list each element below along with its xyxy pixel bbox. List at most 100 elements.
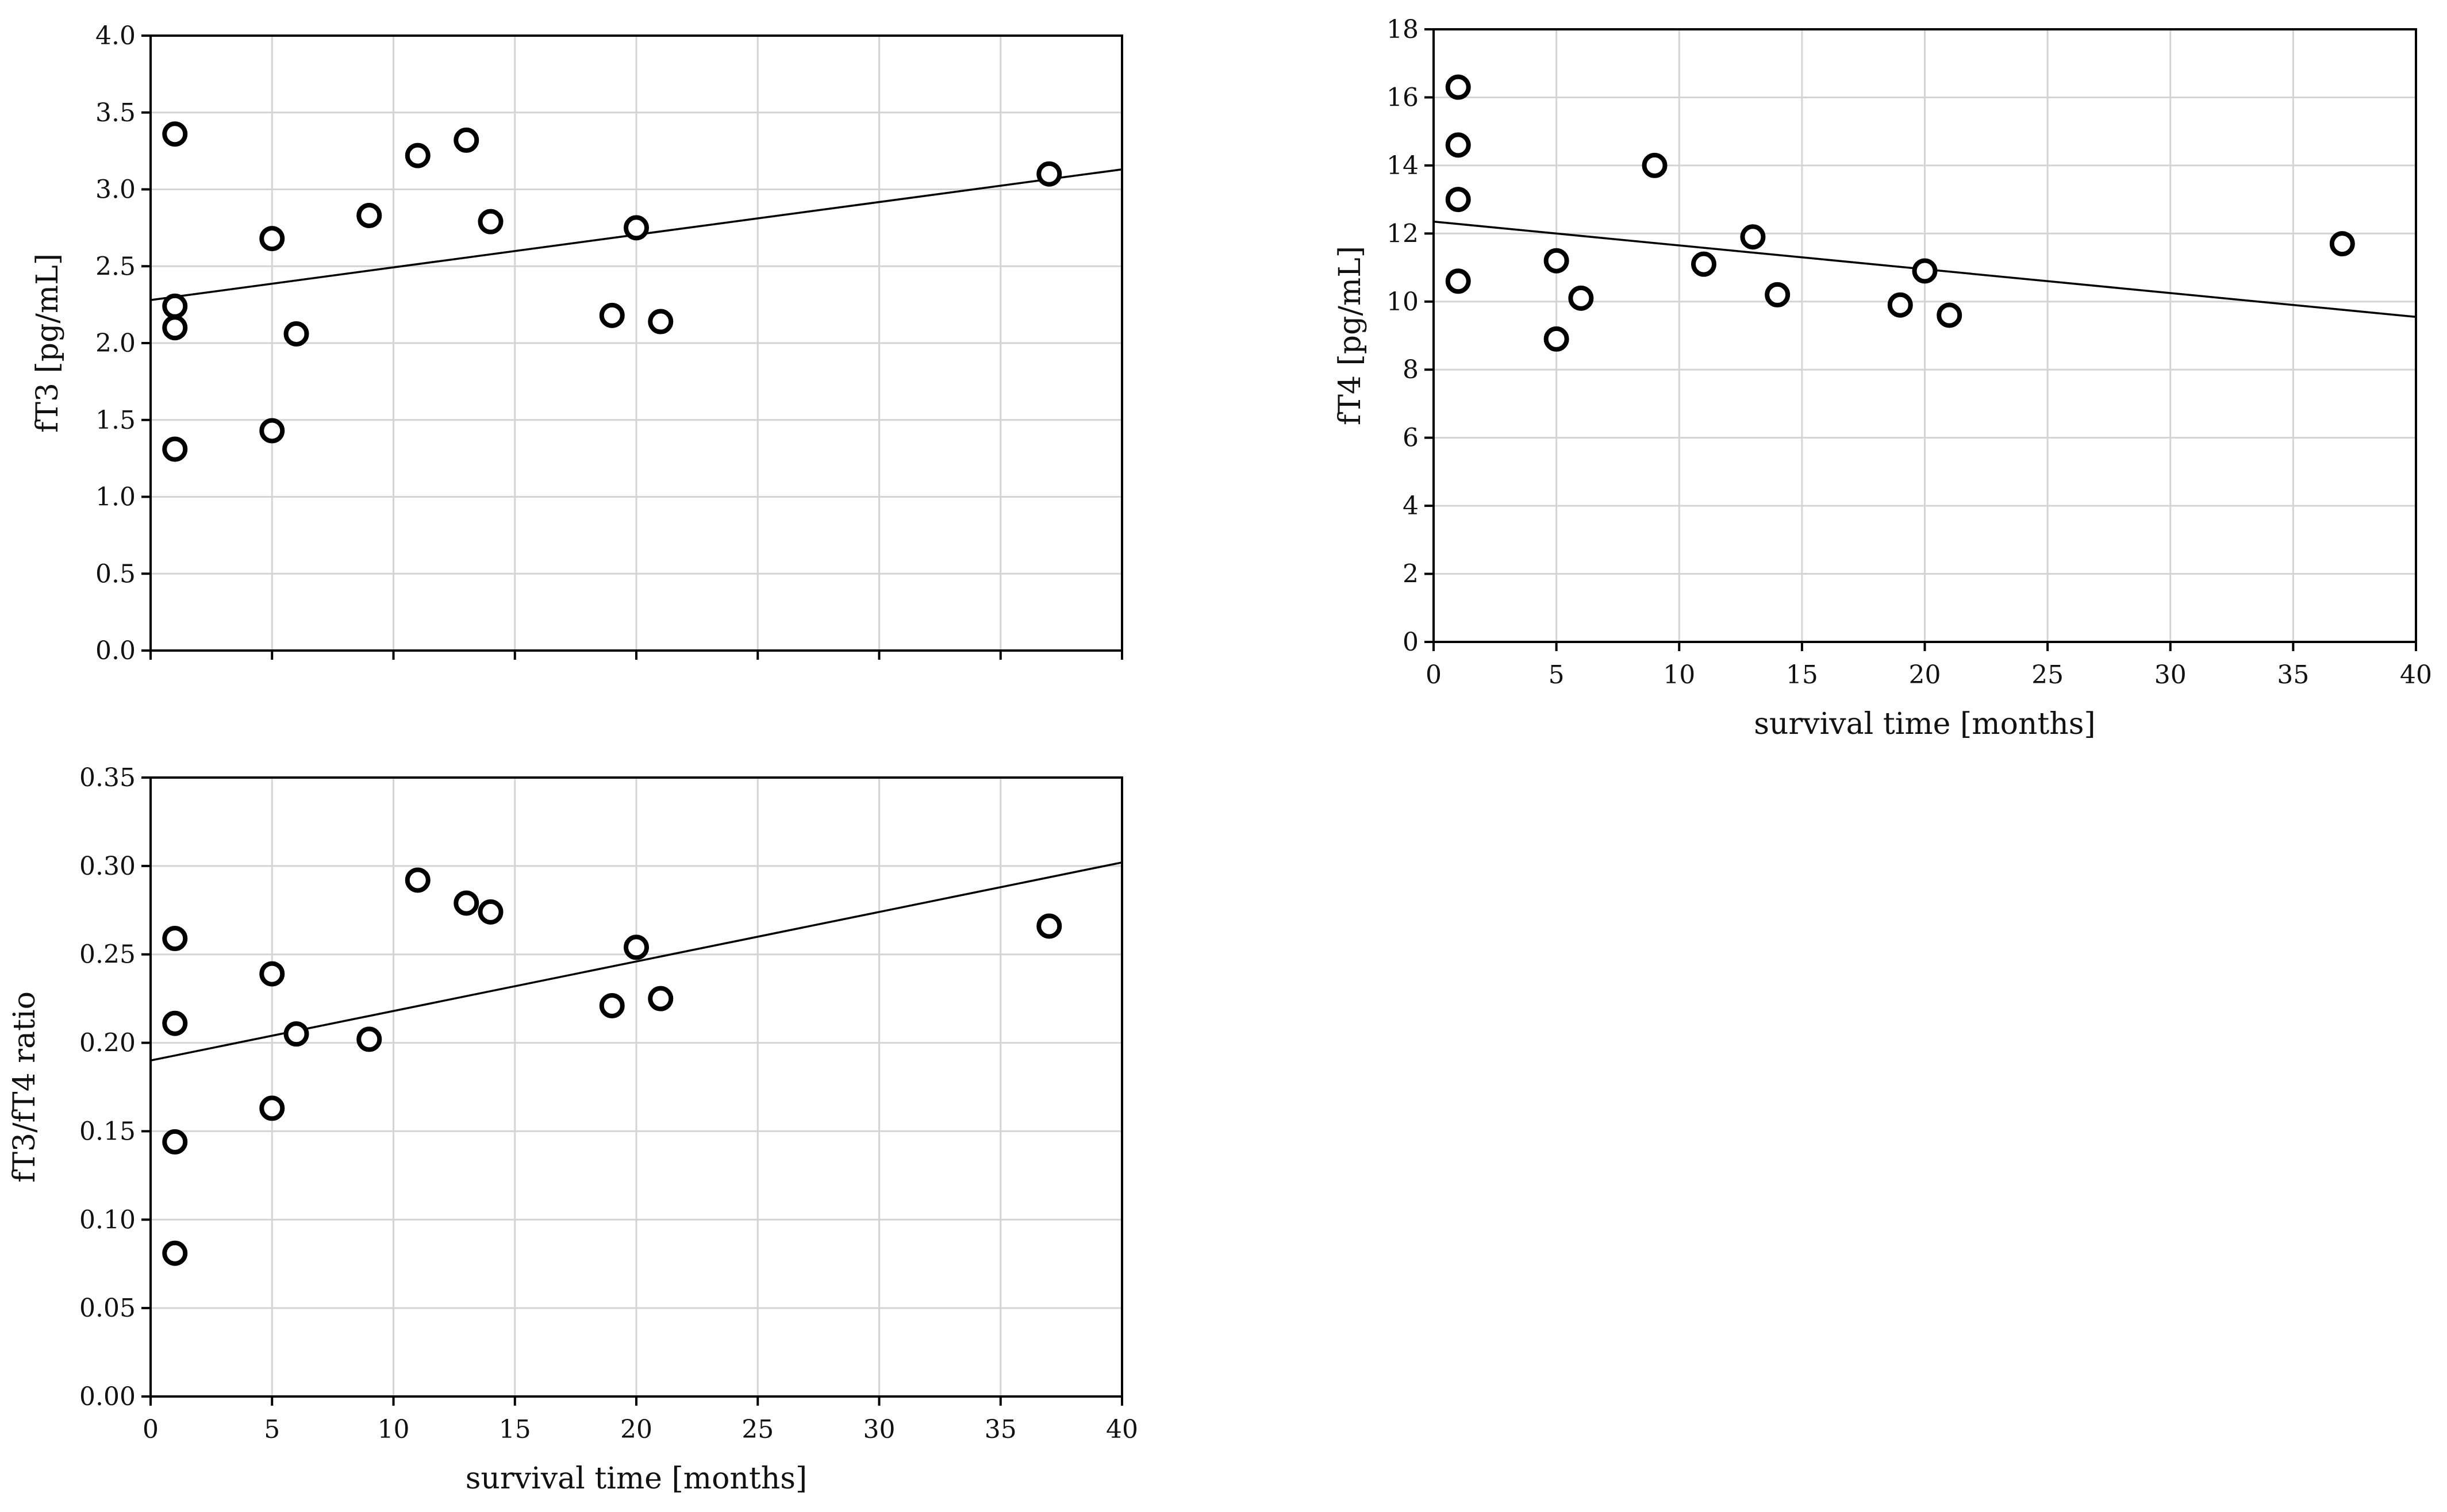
ratio-data-point bbox=[599, 992, 625, 1018]
ft3-ytick-label: 0.0 bbox=[95, 636, 136, 665]
ratio-data-point bbox=[356, 1026, 382, 1052]
ft4-data-point bbox=[1568, 285, 1594, 311]
ft4-ytick-label: 12 bbox=[1386, 219, 1419, 248]
ft4-data-point bbox=[2329, 231, 2355, 257]
ft3-data-point bbox=[624, 215, 649, 241]
ratio-xtick-label: 15 bbox=[499, 1415, 531, 1444]
ratio-ytick-label: 0.00 bbox=[79, 1382, 136, 1411]
ft3-ytick-label: 3.5 bbox=[95, 98, 136, 128]
ft3-data-point bbox=[162, 315, 188, 341]
ratio-data-point bbox=[405, 867, 431, 893]
ft4-data-point bbox=[1765, 282, 1791, 307]
ratio-data-point bbox=[283, 1021, 309, 1047]
ratio-data-point bbox=[259, 961, 285, 987]
ft3-ytick-label: 0.5 bbox=[95, 559, 136, 588]
ft3-data-point bbox=[356, 202, 382, 228]
ft4-data-point bbox=[1912, 258, 1938, 284]
ft3-panel: 0.0 0.5 1.0 1.5 2.0 2.5 3.0 3.5 4.0 fT3 [pg/mL] bbox=[30, 21, 1123, 665]
ratio-data-point bbox=[1036, 913, 1062, 939]
ratio-x-axis-title: survival time [months] bbox=[466, 1461, 807, 1496]
ft3-ytick-label: 2.5 bbox=[95, 252, 136, 281]
ft4-ytick-label: 18 bbox=[1386, 15, 1419, 44]
ratio-xtick-label: 5 bbox=[264, 1415, 280, 1444]
ft4-data-point bbox=[1445, 132, 1471, 158]
ratio-ytick-label: 0.20 bbox=[79, 1029, 136, 1058]
ft4-xtick-label: 30 bbox=[2154, 660, 2187, 690]
ft3-data-point bbox=[478, 209, 504, 234]
ft4-xtick-label: 20 bbox=[1909, 660, 1941, 690]
ratio-panel: 0.00 0.05 0.10 0.15 0.20 0.25 0.30 0.35 0 5 10 15 20… bbox=[7, 763, 1138, 1496]
ft4-data-point bbox=[1887, 292, 1913, 318]
ratio-xtick-label: 30 bbox=[863, 1415, 896, 1444]
ratio-data-point bbox=[162, 1129, 188, 1155]
ratio-ytick-label: 0.05 bbox=[79, 1294, 136, 1323]
ft3-y-axis-title: fT3 [pg/mL] bbox=[30, 253, 65, 433]
ft4-data-point bbox=[1445, 187, 1471, 213]
ft3-ytick-label: 2.0 bbox=[95, 329, 136, 358]
ratio-ytick-label: 0.35 bbox=[79, 763, 136, 792]
ft4-xtick-label: 40 bbox=[2400, 660, 2432, 690]
ratio-xtick-label: 0 bbox=[143, 1415, 159, 1444]
ft3-data-point bbox=[162, 293, 188, 319]
ft3-ytick-label: 3.0 bbox=[95, 175, 136, 205]
ft4-data-point bbox=[1445, 268, 1471, 294]
ft4-panel: 0 2 4 6 8 10 12 14 16 18 0 5 10 15 20 25 30 35 40 fT4 [pg/m… bbox=[1333, 15, 2432, 741]
ft4-xtick-label: 15 bbox=[1786, 660, 1818, 690]
ft4-xtick-label: 0 bbox=[1426, 660, 1442, 690]
ratio-data-point bbox=[162, 1010, 188, 1036]
ft3-data-point bbox=[599, 302, 625, 328]
ratio-data-point bbox=[162, 1240, 188, 1266]
ft3-data-point bbox=[405, 143, 431, 168]
ft3-data-point bbox=[1036, 161, 1062, 187]
ft4-ytick-label: 8 bbox=[1403, 355, 1419, 384]
ft4-ytick-label: 10 bbox=[1386, 287, 1419, 317]
ft3-data-point bbox=[259, 418, 285, 444]
ratio-data-point bbox=[478, 899, 504, 925]
ratio-data-point bbox=[624, 934, 649, 960]
ft3-data-point bbox=[454, 127, 479, 153]
ft3-ytick-label: 4.0 bbox=[95, 21, 136, 51]
ratio-regression-line bbox=[150, 861, 1123, 1062]
ratio-y-axis-title: fT3/fT4 ratio bbox=[7, 991, 42, 1183]
ratio-xtick-label: 25 bbox=[742, 1415, 774, 1444]
ft4-xtick-label: 25 bbox=[2031, 660, 2064, 690]
ft4-ytick-label: 16 bbox=[1386, 83, 1419, 112]
ft4-data-point bbox=[1543, 248, 1569, 274]
ft3-data-point bbox=[283, 321, 309, 347]
ratio-ytick-label: 0.15 bbox=[79, 1117, 136, 1146]
ft4-x-axis-title: survival time [months] bbox=[1754, 707, 2095, 741]
ft4-data-point bbox=[1740, 224, 1766, 250]
ratio-data-point bbox=[648, 986, 674, 1011]
ft3-ytick-label: 1.5 bbox=[95, 406, 136, 435]
ft4-xtick-label: 5 bbox=[1549, 660, 1565, 690]
ft3-data-point bbox=[162, 436, 188, 462]
ratio-xtick-label: 40 bbox=[1106, 1415, 1138, 1444]
ratio-ytick-label: 0.10 bbox=[79, 1205, 136, 1234]
ft4-data-point bbox=[1691, 251, 1716, 277]
ratio-data-point bbox=[259, 1095, 285, 1121]
ratio-xtick-label: 35 bbox=[985, 1415, 1017, 1444]
ft4-xtick-label: 35 bbox=[2277, 660, 2309, 690]
ft4-xtick-label: 10 bbox=[1663, 660, 1695, 690]
ft4-data-point bbox=[1937, 302, 1962, 328]
ft4-ytick-label: 14 bbox=[1386, 151, 1419, 180]
ft3-data-point bbox=[162, 121, 188, 147]
ft3-data-point bbox=[259, 226, 285, 252]
ft4-data-point bbox=[1445, 74, 1471, 100]
ft3-data-point bbox=[648, 309, 674, 334]
ft4-data-point bbox=[1543, 326, 1569, 352]
ratio-xtick-label: 10 bbox=[378, 1415, 410, 1444]
ratio-ytick-label: 0.25 bbox=[79, 940, 136, 969]
ft3-ytick-label: 1.0 bbox=[95, 483, 136, 512]
ft4-data-point bbox=[1642, 152, 1668, 178]
ratio-ytick-label: 0.30 bbox=[79, 852, 136, 881]
ratio-data-point bbox=[162, 926, 188, 952]
ft4-ytick-label: 6 bbox=[1403, 424, 1419, 453]
ratio-data-point bbox=[454, 890, 479, 916]
ft4-ytick-label: 2 bbox=[1403, 560, 1419, 589]
ft4-ytick-label: 4 bbox=[1403, 491, 1419, 521]
ratio-xtick-label: 20 bbox=[620, 1415, 652, 1444]
ft4-ytick-label: 0 bbox=[1403, 628, 1419, 657]
ft4-y-axis-title: fT4 [pg/mL] bbox=[1333, 246, 1367, 425]
